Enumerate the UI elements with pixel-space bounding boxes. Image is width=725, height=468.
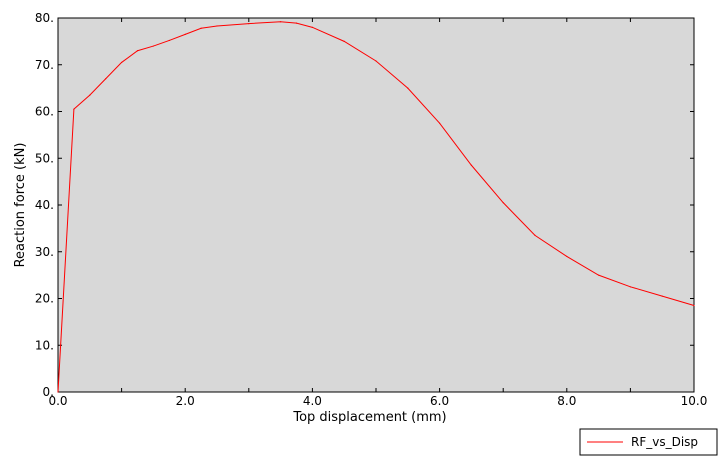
data-point	[152, 45, 154, 47]
data-point	[168, 39, 170, 42]
data-point	[439, 122, 441, 124]
data-series	[57, 21, 695, 393]
x-axis-title: Top displacement (mm)	[292, 410, 446, 425]
data-point	[407, 87, 409, 89]
data-point	[343, 40, 345, 42]
data-point	[311, 26, 313, 28]
data-point	[136, 50, 139, 52]
y-tick-label: 40.	[35, 198, 54, 212]
data-point	[184, 33, 186, 35]
x-tick-label: 8.0	[557, 394, 576, 408]
data-point	[502, 202, 504, 204]
y-tick-label: 80.	[35, 11, 54, 25]
y-tick-label: 10.	[35, 338, 54, 352]
data-point	[693, 304, 695, 307]
x-tick-label: 6.0	[430, 394, 449, 408]
data-point	[121, 61, 123, 64]
data-point	[89, 94, 91, 96]
data-point	[280, 21, 282, 23]
y-tick-label: 20.	[35, 292, 54, 306]
axis-ticks: 0.0 2.0 4.0 6.0 8.0 10.0 0. 10. 20. 30. 40. 50. 60. 7…	[35, 11, 707, 408]
x-tick-label: 0.0	[48, 394, 67, 408]
data-point	[375, 60, 377, 62]
data-point	[295, 22, 298, 24]
x-tick-label: 2.0	[176, 394, 195, 408]
plot-background	[57, 17, 695, 393]
data-point	[534, 234, 536, 236]
data-point	[248, 23, 250, 25]
data-point	[73, 108, 75, 110]
y-tick-label: 60.	[35, 105, 54, 119]
data-point	[200, 27, 202, 29]
y-tick-label: 50.	[35, 151, 54, 165]
data-point	[661, 295, 663, 297]
x-tick-label: 10.0	[681, 394, 708, 408]
data-point	[216, 25, 218, 27]
legend: RF_vs_Disp	[579, 428, 718, 456]
y-tick-label: 30.	[35, 245, 54, 259]
y-axis-title: Reaction force (kN)	[13, 143, 28, 268]
x-tick-label: 4.0	[303, 394, 322, 408]
data-point	[566, 255, 568, 258]
data-point	[629, 286, 632, 288]
data-point	[105, 78, 107, 80]
legend-label: RF_vs_Disp	[631, 435, 698, 449]
data-point	[57, 391, 59, 393]
y-tick-label: 70.	[35, 58, 54, 72]
data-point	[470, 164, 472, 166]
y-tick-label: 0.	[43, 385, 54, 399]
data-point	[598, 274, 600, 276]
